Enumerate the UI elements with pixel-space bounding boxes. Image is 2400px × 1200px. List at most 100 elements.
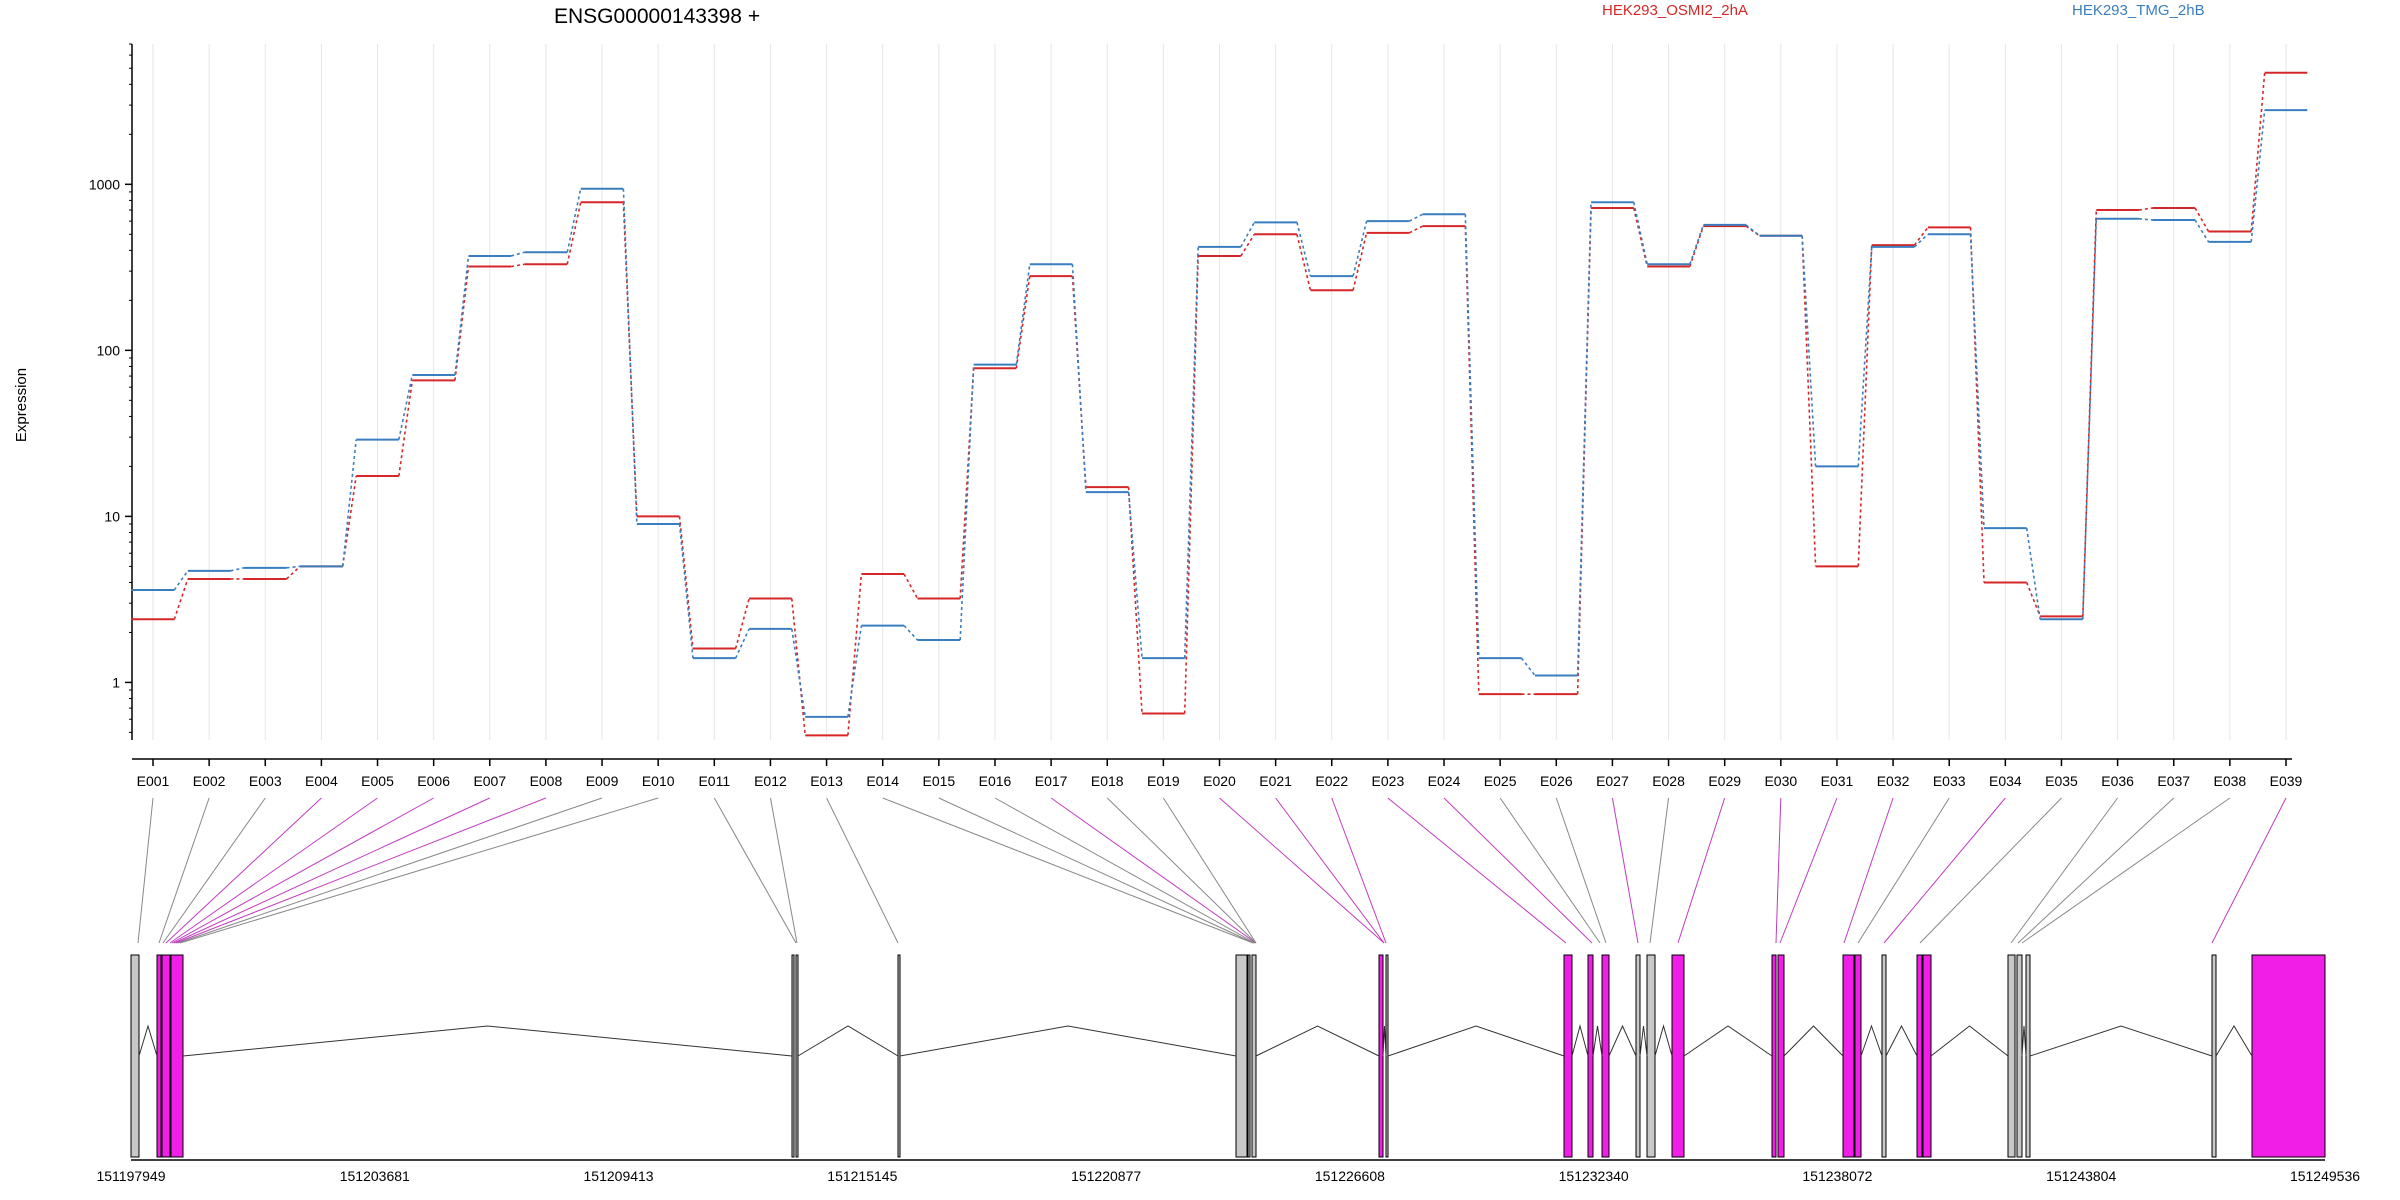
series-connector <box>2025 527 2041 620</box>
vertical-gridlines <box>152 44 2287 740</box>
series-connector <box>1015 275 1031 369</box>
genomic-coordinate-axis: 151197949 151203681 151209413 151215145 1512… <box>96 1159 2360 1184</box>
exon-connector <box>1387 797 1567 944</box>
exon-connector <box>1779 797 1838 944</box>
x-tick-label: E014 <box>866 773 899 789</box>
exon-connector <box>137 797 154 944</box>
exon-connector <box>1775 797 1782 944</box>
intron-line <box>1571 1024 1589 1057</box>
exon-box <box>2007 954 2016 1158</box>
x-tick-label: E015 <box>922 773 955 789</box>
exon-connector <box>1919 797 2062 944</box>
series-connector <box>678 516 694 649</box>
exon-connector <box>1275 797 1385 944</box>
series-connector <box>622 188 638 525</box>
x-tick-label: E032 <box>1877 773 1910 789</box>
series-connector <box>2194 207 2210 232</box>
exon-box <box>791 954 795 1158</box>
exon-connector <box>162 797 266 944</box>
exon-connector <box>826 797 899 944</box>
series-connector <box>173 578 189 620</box>
x-tick-label: E026 <box>1540 773 1573 789</box>
y-axis-label: Expression <box>13 368 30 442</box>
intron-line <box>1654 1024 1673 1057</box>
x-tick-label: E028 <box>1652 773 1685 789</box>
exon-box <box>2016 954 2023 1158</box>
exon-connector <box>1219 797 1385 944</box>
exon-connector <box>165 797 322 944</box>
coord-tick-label: 151238072 <box>1802 1168 1872 1184</box>
intron-line <box>797 1025 899 1057</box>
x-tick-label: E039 <box>2270 773 2303 789</box>
x-tick-label: E023 <box>1372 773 1405 789</box>
x-tick-label: E013 <box>810 773 843 789</box>
intron-line <box>1860 1024 1883 1057</box>
x-tick-label: E033 <box>1933 773 1966 789</box>
series-connector <box>1689 225 1705 267</box>
series-connector <box>2138 217 2153 221</box>
series-connector <box>1352 232 1368 291</box>
intron-line <box>1608 1024 1637 1057</box>
exon-box <box>1922 954 1932 1158</box>
coord-tick-label: 151226608 <box>1315 1168 1385 1184</box>
y-axis: 1 10 100 1000 <box>89 43 133 740</box>
exon-connector <box>1050 797 1257 944</box>
series-connector <box>847 625 863 718</box>
intron-line <box>1930 1025 2009 1057</box>
exon-box <box>1251 954 1257 1158</box>
series-connector <box>790 628 807 718</box>
series-connector <box>2138 207 2153 211</box>
exon-box <box>2251 954 2326 1158</box>
exon-box <box>1842 954 1855 1158</box>
series-connector <box>454 255 470 376</box>
x-axis: E001 E002 E003 E004 E005 E006 E007 E008 E009 E010… <box>132 758 2303 789</box>
series-connector <box>1015 264 1031 365</box>
series-connector <box>1071 264 1087 493</box>
exon-box <box>161 954 171 1158</box>
gene-model <box>130 954 2326 1158</box>
exon-connector <box>1677 797 1726 944</box>
intron-line <box>2029 1025 2213 1057</box>
exon-connector <box>1443 797 1593 944</box>
exon-connector <box>2010 797 2119 944</box>
intron-line <box>1255 1025 1380 1057</box>
series-connector <box>1969 234 1985 529</box>
exon-connector <box>769 797 798 944</box>
x-tick-label: E016 <box>979 773 1012 789</box>
series-connector <box>510 263 525 268</box>
series-connector <box>566 202 582 265</box>
x-tick-label: E018 <box>1091 773 1124 789</box>
x-tick-label: E029 <box>1708 773 1741 789</box>
series-connector <box>903 573 919 599</box>
x-tick-label: E006 <box>417 773 450 789</box>
coord-tick-label: 151243804 <box>2046 1168 2116 1184</box>
exon-connector <box>1499 797 1601 944</box>
series-connector <box>1296 234 1312 291</box>
exon-box <box>1771 954 1777 1158</box>
intron-line <box>1885 1024 1918 1057</box>
x-tick-label: E019 <box>1147 773 1180 789</box>
intron-line <box>1592 1025 1603 1057</box>
series-connector <box>1745 224 1760 237</box>
intron-line <box>2021 1025 2027 1057</box>
coord-tick-label: 151209413 <box>584 1168 654 1184</box>
coord-tick-label: 151220877 <box>1071 1168 1141 1184</box>
exon-connector <box>179 797 659 944</box>
series-connector <box>398 380 414 477</box>
exon-box <box>156 954 162 1158</box>
x-tick-label: E002 <box>193 773 226 789</box>
exon-box <box>795 954 799 1158</box>
x-tick-label: E011 <box>698 773 730 789</box>
series-connector <box>1520 657 1536 677</box>
series-connector <box>1183 255 1199 714</box>
y-tick-label: 1 <box>112 674 120 690</box>
x-tick-label: E038 <box>2214 773 2247 789</box>
series-connector <box>1913 233 1929 248</box>
y-tick-label: 100 <box>97 342 121 358</box>
series-connector <box>790 598 807 736</box>
exon-box <box>2025 954 2031 1158</box>
series-connector <box>959 368 975 599</box>
series-connector <box>2082 210 2098 617</box>
series-connector <box>2250 72 2266 232</box>
exon-connector <box>177 797 603 944</box>
